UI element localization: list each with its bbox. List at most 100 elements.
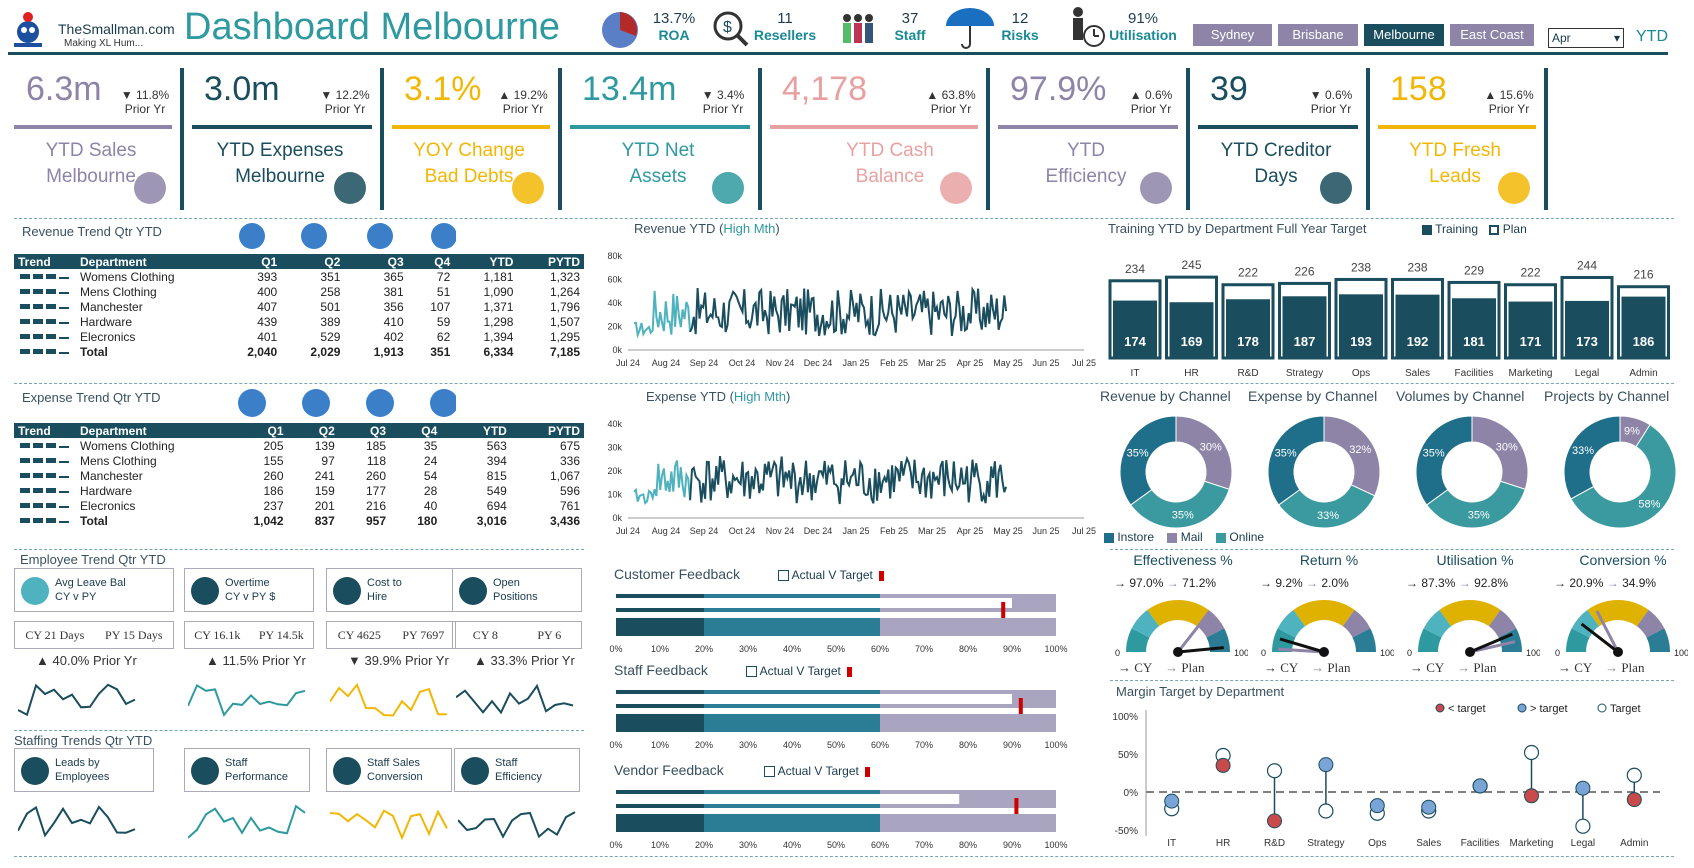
value-cell: 549 [486, 483, 507, 498]
value-cell: 1,796 [549, 299, 580, 314]
margin-department-label: Sales [1416, 838, 1441, 849]
kpi-underline [1198, 125, 1358, 129]
donut-slice-label: 9% [1624, 426, 1640, 438]
logo-name[interactable]: TheSmallman.com [58, 21, 175, 37]
table-header: Q3 [338, 423, 391, 438]
department-label: Marketing [1509, 368, 1553, 379]
month-select[interactable]: Apr ▾ [1548, 28, 1624, 48]
donut-slice [1323, 415, 1381, 497]
value-cell: 1,042 [253, 513, 284, 528]
city-button-melbourne[interactable]: Melbourne [1364, 24, 1444, 46]
cy-needle [1469, 632, 1513, 654]
x-tick-label: Aug 24 [652, 526, 681, 536]
margin-y-tick: 0% [1124, 788, 1139, 799]
staffing-card-label-1: Staff [225, 757, 248, 769]
y-tick-label: 40k [607, 298, 622, 308]
kpi-card-2: 3.1% ▲ 19.2% Prior Yr YOY Change Bad Debts [392, 68, 562, 210]
cy-value: CY 16.1k [194, 627, 241, 642]
feedback-tick-label: 40% [783, 644, 801, 654]
kpi-title-line2: Days [1254, 166, 1298, 187]
table-header: YTD [441, 423, 511, 438]
feedback-tick-label: 10% [651, 740, 669, 750]
table-row: Total 1,042 837 957 180 3,016 3,436 [14, 513, 584, 528]
kpi-change: ▼ 0.6% Prior Yr [1296, 88, 1366, 116]
kpi-icon [512, 172, 544, 204]
gauge-plan-value: 71.2% [1182, 576, 1217, 590]
training-legend: Training Plan [1422, 222, 1527, 236]
kpi-value: 158 [1390, 70, 1447, 108]
y-tick-label: 40k [607, 419, 622, 429]
value-cell: 761 [559, 498, 580, 513]
roa-label: ROA [658, 27, 690, 43]
actual-bar [616, 794, 960, 804]
feedback-tick-label: 90% [1003, 740, 1021, 750]
value-cell: 1,323 [549, 269, 580, 284]
kpi-change-pct: ▲ 63.8% [926, 88, 976, 102]
donut-slice [1129, 480, 1230, 529]
value-cell: 1,298 [483, 314, 514, 329]
x-tick-label: Sep 24 [690, 526, 719, 536]
department-cell: Mens Clothing [80, 453, 157, 468]
trend-sparkbar [14, 314, 76, 329]
feedback-tick-label: 20% [695, 840, 713, 850]
x-tick-label: Jul 25 [1072, 526, 1096, 536]
channel-donut-chart: 30% 35% 35% [1119, 415, 1233, 529]
plan-needle [1277, 647, 1325, 654]
value-cell: 201 [314, 498, 335, 513]
cy-value: CY 21 Days [25, 627, 85, 642]
actual-bar [616, 694, 1012, 704]
gauge-chart: 0 100 [1115, 600, 1249, 658]
kpi-change-pct: ▼ 0.6% [1309, 88, 1353, 102]
period-label: YTD [1636, 28, 1668, 45]
staff-value: 37 [901, 10, 919, 27]
py-value: PY 15 Days [105, 627, 163, 642]
staffing-card-label-1: Leads by [55, 757, 100, 769]
hire-icon [331, 575, 363, 607]
kpi-value: 97.9% [1010, 70, 1107, 108]
value-cell: 407 [257, 299, 278, 314]
feedback-tick-label: 30% [739, 740, 757, 750]
x-tick-label: Aug 24 [652, 358, 681, 368]
table-header: Q2 [281, 254, 345, 269]
actual-marker [1575, 780, 1591, 796]
table-row: Hardware 186 159 177 28 549 596 [14, 483, 584, 498]
gauge-max-label: 100 [1380, 648, 1394, 658]
trend-sparkbar [14, 498, 76, 513]
x-tick-label: Jul 25 [1072, 358, 1096, 368]
donut-slice-label: 35% [1423, 447, 1445, 459]
feedback-tick-label: 70% [915, 644, 933, 654]
kpi-change: ▲ 0.6% Prior Yr [1116, 88, 1186, 116]
training-value-label: 171 [1520, 334, 1542, 349]
value-cell: 241 [314, 468, 335, 483]
table-header: Q4 [407, 254, 455, 269]
kpi-title-line2: Bad Debts [424, 166, 514, 187]
cy-arrow-icon: → [1114, 576, 1126, 590]
logo-mascot-icon [8, 2, 48, 48]
table-row: Elecronics 401 529 402 62 1,394 1,295 [14, 329, 584, 344]
department-label: Strategy [1286, 368, 1323, 379]
training-value-label: 193 [1350, 334, 1372, 349]
table-header: PYTD [510, 423, 584, 438]
feedback-tick-label: 70% [915, 740, 933, 750]
kpi-card-0: 6.3m ▼ 11.8% Prior Yr YTD Sales Melbourne [14, 68, 184, 210]
trend-sparkbar [14, 269, 76, 284]
feedback-tick-label: 80% [959, 740, 977, 750]
channel-chart-title: Revenue by Channel [1100, 388, 1231, 404]
city-button-sydney[interactable]: Sydney [1193, 24, 1272, 46]
kpi-icon [134, 172, 166, 204]
x-tick-label: Dec 24 [804, 358, 833, 368]
target-marker [1523, 744, 1540, 761]
utilisation-label: Utilisation [1109, 27, 1177, 43]
table-row: Womens Clothing 205 139 185 35 563 675 [14, 438, 584, 453]
feedback-tick-label: 40% [783, 740, 801, 750]
city-button-east-coast[interactable]: East Coast [1450, 24, 1534, 46]
value-cell: 1,067 [549, 468, 580, 483]
value-cell: 501 [320, 299, 341, 314]
plan-value-label: 238 [1351, 260, 1371, 274]
kpi-change: ▲ 63.8% Prior Yr [916, 88, 986, 116]
city-button-brisbane[interactable]: Brisbane [1278, 24, 1358, 46]
margin-department-label: HR [1216, 838, 1230, 849]
employee-card-label-1: Overtime [225, 577, 270, 589]
value-cell: 957 [366, 513, 387, 528]
staffing-trend-title: Staffing Trends Qtr YTD [14, 733, 153, 748]
